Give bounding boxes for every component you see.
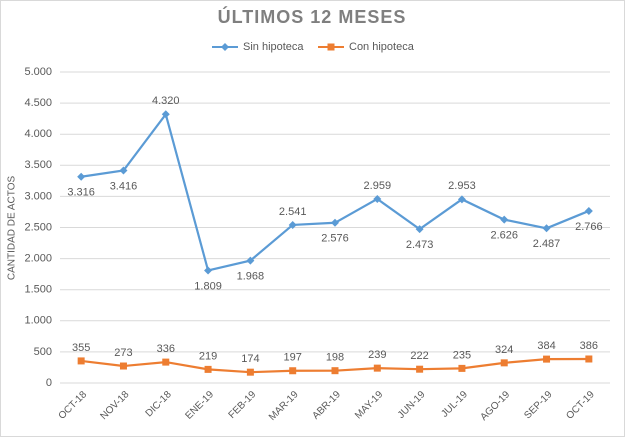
line-marker [246, 368, 254, 376]
line-marker [119, 166, 128, 175]
data-label: 384 [537, 340, 555, 352]
y-tick-label: 3.500 [24, 159, 52, 171]
y-tick-label: 1.500 [24, 284, 52, 296]
line-marker [288, 220, 297, 229]
line-marker [162, 358, 170, 366]
data-label: 2.959 [364, 180, 392, 192]
line-marker [415, 225, 424, 234]
y-tick-label: 0 [46, 377, 52, 389]
line-marker [77, 172, 86, 181]
line-marker [500, 359, 508, 367]
data-label: 235 [453, 349, 471, 361]
line-marker [327, 43, 335, 51]
data-label: 2.953 [448, 180, 476, 192]
line-marker [458, 364, 466, 372]
data-label: 3.316 [67, 187, 95, 199]
data-label: 355 [72, 342, 90, 354]
data-label: 386 [580, 340, 598, 352]
line-marker [543, 355, 551, 363]
data-label: 1.809 [194, 280, 222, 292]
data-label: 2.766 [575, 221, 603, 233]
line-marker [416, 365, 424, 373]
data-label: 2.487 [533, 238, 561, 250]
line-marker [373, 364, 381, 372]
y-tick-label: 4.000 [24, 128, 52, 140]
line-marker [542, 224, 551, 233]
data-label: 222 [410, 350, 428, 362]
line-marker [246, 256, 255, 265]
line-marker [204, 266, 213, 275]
line-marker [584, 206, 593, 215]
data-label: 3.416 [110, 180, 138, 192]
y-tick-label: 3.000 [24, 190, 52, 202]
data-label: 219 [199, 350, 217, 362]
data-label: 336 [157, 343, 175, 355]
line-marker [289, 367, 297, 375]
data-label: 273 [114, 347, 132, 359]
y-tick-label: 1.000 [24, 315, 52, 327]
y-tick-label: 500 [34, 346, 52, 358]
data-label: 1.968 [237, 270, 265, 282]
y-tick-label: 4.500 [24, 97, 52, 109]
line-marker [331, 218, 339, 227]
line-marker [373, 194, 382, 203]
chart-title: ÚLTIMOS 12 MESES [218, 6, 407, 27]
line-marker [161, 110, 170, 119]
line-marker [119, 362, 127, 370]
data-label: 2.626 [490, 230, 518, 242]
data-label: 174 [241, 353, 259, 365]
data-label: 2.473 [406, 239, 434, 251]
data-label: 239 [368, 349, 386, 361]
line-marker [500, 215, 509, 224]
data-label: 324 [495, 344, 513, 356]
line-marker [331, 367, 339, 375]
legend-label: Con hipoteca [349, 41, 415, 53]
y-tick-label: 5.000 [24, 66, 52, 78]
line-marker [457, 195, 466, 204]
line-marker [221, 43, 229, 51]
line-marker [204, 365, 212, 373]
data-label: 2.541 [279, 206, 307, 218]
y-tick-label: 2.000 [24, 253, 52, 265]
legend-label: Sin hipoteca [243, 41, 304, 53]
line-marker [77, 357, 85, 365]
data-label: 197 [284, 352, 302, 364]
line-marker [585, 355, 593, 363]
y-tick-label: 2.500 [24, 221, 52, 233]
data-label: 4.320 [152, 95, 180, 107]
y-axis-label: CANTIDAD DE ACTOS [7, 176, 18, 281]
data-label: 2.576 [321, 233, 349, 245]
data-label: 198 [326, 352, 344, 364]
